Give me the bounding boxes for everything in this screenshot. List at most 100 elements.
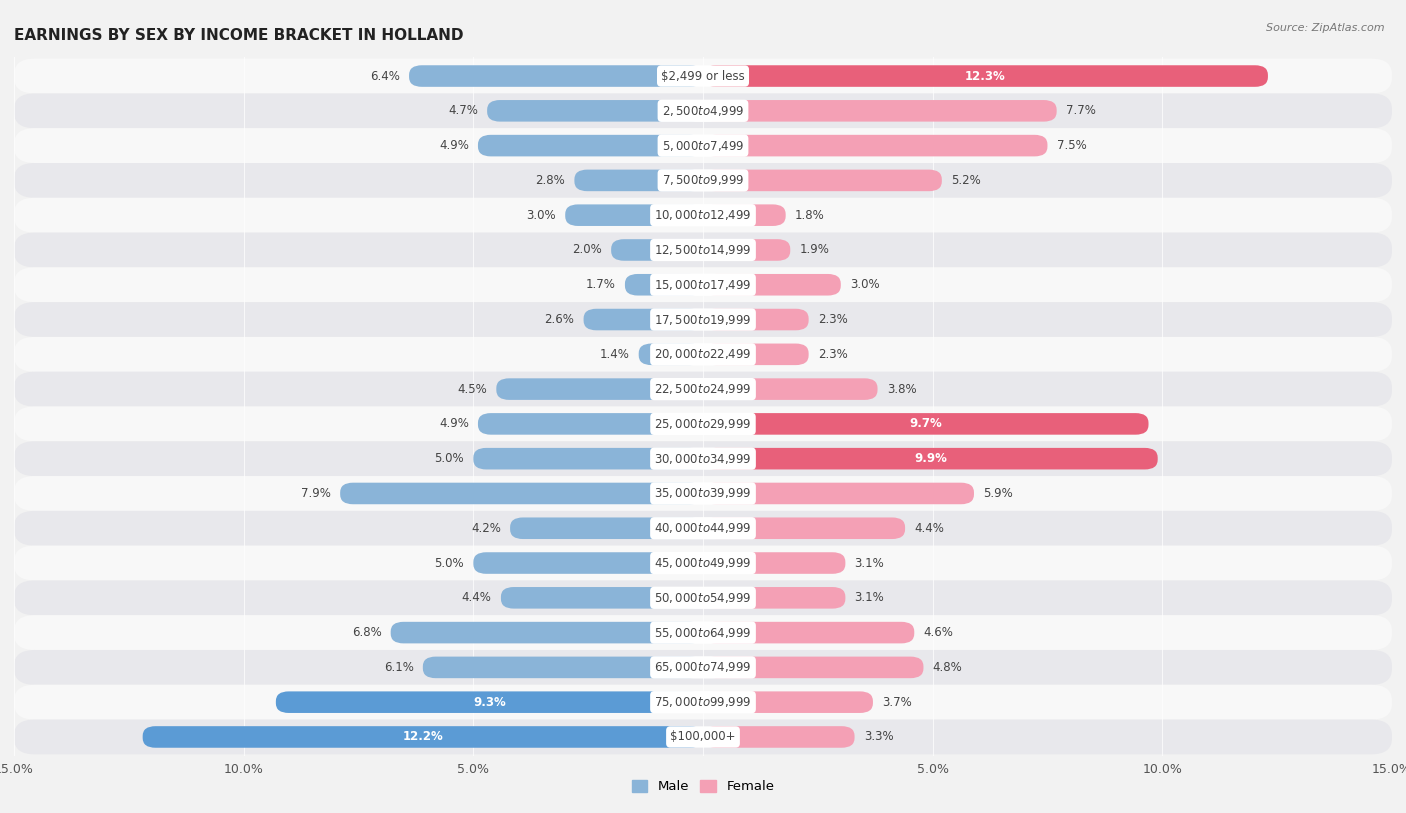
Text: 4.9%: 4.9%	[439, 139, 468, 152]
Text: 4.4%: 4.4%	[461, 591, 492, 604]
Text: 9.3%: 9.3%	[472, 696, 506, 709]
Text: $2,500 to $4,999: $2,500 to $4,999	[662, 104, 744, 118]
Text: 12.2%: 12.2%	[402, 730, 443, 743]
Text: 3.7%: 3.7%	[882, 696, 912, 709]
FancyBboxPatch shape	[474, 552, 703, 574]
FancyBboxPatch shape	[14, 511, 1392, 546]
Text: 3.8%: 3.8%	[887, 383, 917, 396]
Text: $5,000 to $7,499: $5,000 to $7,499	[662, 138, 744, 153]
Text: $45,000 to $49,999: $45,000 to $49,999	[654, 556, 752, 570]
Text: 6.1%: 6.1%	[384, 661, 413, 674]
Text: 1.8%: 1.8%	[794, 209, 824, 222]
FancyBboxPatch shape	[703, 448, 1157, 469]
FancyBboxPatch shape	[14, 580, 1392, 615]
Text: $12,500 to $14,999: $12,500 to $14,999	[654, 243, 752, 257]
Text: 1.4%: 1.4%	[599, 348, 630, 361]
Text: 2.3%: 2.3%	[818, 313, 848, 326]
FancyBboxPatch shape	[638, 344, 703, 365]
Text: 9.9%: 9.9%	[914, 452, 946, 465]
Text: $17,500 to $19,999: $17,500 to $19,999	[654, 312, 752, 327]
FancyBboxPatch shape	[14, 546, 1392, 580]
Text: 4.4%: 4.4%	[914, 522, 945, 535]
Text: 4.2%: 4.2%	[471, 522, 501, 535]
Text: 2.8%: 2.8%	[536, 174, 565, 187]
FancyBboxPatch shape	[703, 309, 808, 330]
Text: $22,500 to $24,999: $22,500 to $24,999	[654, 382, 752, 396]
Text: 4.6%: 4.6%	[924, 626, 953, 639]
FancyBboxPatch shape	[14, 720, 1392, 754]
FancyBboxPatch shape	[703, 378, 877, 400]
Text: 5.0%: 5.0%	[434, 452, 464, 465]
Text: Source: ZipAtlas.com: Source: ZipAtlas.com	[1267, 23, 1385, 33]
Text: 9.7%: 9.7%	[910, 417, 942, 430]
Text: 4.7%: 4.7%	[449, 104, 478, 117]
Legend: Male, Female: Male, Female	[626, 775, 780, 798]
FancyBboxPatch shape	[703, 135, 1047, 156]
FancyBboxPatch shape	[478, 413, 703, 435]
FancyBboxPatch shape	[703, 413, 1149, 435]
Text: 4.8%: 4.8%	[932, 661, 962, 674]
Text: $35,000 to $39,999: $35,000 to $39,999	[654, 486, 752, 501]
FancyBboxPatch shape	[391, 622, 703, 643]
FancyBboxPatch shape	[478, 135, 703, 156]
FancyBboxPatch shape	[703, 483, 974, 504]
FancyBboxPatch shape	[703, 552, 845, 574]
Text: $30,000 to $34,999: $30,000 to $34,999	[654, 452, 752, 466]
FancyBboxPatch shape	[14, 406, 1392, 441]
FancyBboxPatch shape	[703, 726, 855, 748]
FancyBboxPatch shape	[575, 170, 703, 191]
FancyBboxPatch shape	[703, 274, 841, 296]
Text: 4.5%: 4.5%	[457, 383, 486, 396]
FancyBboxPatch shape	[14, 685, 1392, 720]
Text: 2.6%: 2.6%	[544, 313, 575, 326]
FancyBboxPatch shape	[14, 233, 1392, 267]
FancyBboxPatch shape	[703, 657, 924, 678]
FancyBboxPatch shape	[14, 372, 1392, 406]
FancyBboxPatch shape	[14, 163, 1392, 198]
FancyBboxPatch shape	[501, 587, 703, 609]
FancyBboxPatch shape	[565, 204, 703, 226]
Text: 3.1%: 3.1%	[855, 591, 884, 604]
Text: $75,000 to $99,999: $75,000 to $99,999	[654, 695, 752, 709]
FancyBboxPatch shape	[703, 65, 1268, 87]
FancyBboxPatch shape	[703, 622, 914, 643]
Text: $40,000 to $44,999: $40,000 to $44,999	[654, 521, 752, 535]
FancyBboxPatch shape	[496, 378, 703, 400]
FancyBboxPatch shape	[14, 615, 1392, 650]
Text: 12.3%: 12.3%	[965, 70, 1005, 83]
Text: 1.7%: 1.7%	[586, 278, 616, 291]
Text: $50,000 to $54,999: $50,000 to $54,999	[654, 591, 752, 605]
FancyBboxPatch shape	[703, 691, 873, 713]
FancyBboxPatch shape	[14, 650, 1392, 685]
Text: $10,000 to $12,499: $10,000 to $12,499	[654, 208, 752, 222]
Text: $20,000 to $22,499: $20,000 to $22,499	[654, 347, 752, 361]
Text: $7,500 to $9,999: $7,500 to $9,999	[662, 173, 744, 188]
Text: 7.5%: 7.5%	[1057, 139, 1087, 152]
Text: $55,000 to $64,999: $55,000 to $64,999	[654, 625, 752, 640]
FancyBboxPatch shape	[583, 309, 703, 330]
FancyBboxPatch shape	[486, 100, 703, 122]
Text: EARNINGS BY SEX BY INCOME BRACKET IN HOLLAND: EARNINGS BY SEX BY INCOME BRACKET IN HOL…	[14, 28, 464, 43]
Text: 1.9%: 1.9%	[800, 243, 830, 256]
Text: 4.9%: 4.9%	[439, 417, 468, 430]
Text: 6.4%: 6.4%	[370, 70, 399, 83]
Text: $100,000+: $100,000+	[671, 730, 735, 743]
FancyBboxPatch shape	[409, 65, 703, 87]
Text: 3.0%: 3.0%	[851, 278, 880, 291]
Text: 5.9%: 5.9%	[983, 487, 1012, 500]
FancyBboxPatch shape	[14, 337, 1392, 372]
FancyBboxPatch shape	[474, 448, 703, 469]
FancyBboxPatch shape	[14, 128, 1392, 163]
FancyBboxPatch shape	[703, 344, 808, 365]
FancyBboxPatch shape	[14, 93, 1392, 128]
Text: 2.3%: 2.3%	[818, 348, 848, 361]
FancyBboxPatch shape	[14, 476, 1392, 511]
FancyBboxPatch shape	[142, 726, 703, 748]
Text: $15,000 to $17,499: $15,000 to $17,499	[654, 278, 752, 292]
Text: $25,000 to $29,999: $25,000 to $29,999	[654, 417, 752, 431]
FancyBboxPatch shape	[14, 59, 1392, 93]
FancyBboxPatch shape	[276, 691, 703, 713]
FancyBboxPatch shape	[14, 302, 1392, 337]
Text: 5.0%: 5.0%	[434, 557, 464, 570]
Text: 3.1%: 3.1%	[855, 557, 884, 570]
